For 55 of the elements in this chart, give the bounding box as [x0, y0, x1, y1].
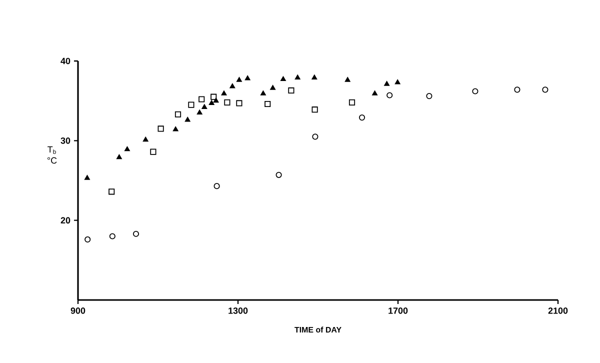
point: [542, 86, 548, 93]
point: [224, 99, 230, 106]
point: [358, 114, 366, 121]
y-tick-label: 40: [60, 58, 70, 64]
y-tick-label: 30: [60, 137, 70, 144]
point: [236, 77, 242, 82]
x-tick-label: 900: [70, 308, 86, 314]
point: [312, 74, 318, 80]
point: [124, 146, 130, 152]
point: [172, 126, 178, 132]
point: [158, 126, 164, 132]
point: [294, 74, 300, 80]
point: [260, 90, 266, 96]
point: [184, 116, 190, 122]
point: [394, 79, 400, 84]
point: [514, 86, 520, 93]
point: [236, 100, 242, 106]
point: [202, 104, 208, 109]
point: [386, 92, 393, 98]
y-tick-label: 20: [60, 217, 70, 224]
point: [348, 99, 356, 106]
point: [426, 93, 432, 100]
y-axis-title: T$_{b}$ °C: [48, 146, 57, 164]
point: [372, 90, 378, 96]
x-tick-label: 2100: [548, 308, 568, 314]
point: [270, 85, 276, 90]
point: [196, 110, 202, 115]
point: [312, 106, 318, 113]
point: [210, 94, 217, 100]
point: [142, 136, 148, 142]
point: [280, 76, 286, 82]
point: [116, 154, 122, 160]
point: [188, 102, 194, 108]
point: [288, 87, 294, 94]
point: [109, 233, 116, 240]
point: [84, 175, 90, 180]
point: [221, 90, 227, 96]
point: [208, 100, 214, 105]
point: [276, 172, 282, 178]
point: [230, 83, 236, 88]
point: [244, 75, 250, 80]
point: [344, 77, 350, 82]
point: [84, 236, 91, 242]
point: [198, 96, 205, 102]
point: [108, 188, 115, 195]
point: [384, 81, 390, 86]
point: [132, 230, 140, 237]
point: [312, 134, 318, 140]
x-tick-label: 1700: [388, 308, 408, 314]
point: [150, 148, 156, 155]
point: [174, 111, 182, 118]
point: [214, 183, 220, 190]
point: [472, 88, 478, 94]
point: [264, 100, 271, 108]
x-tick-label: 1300: [228, 308, 248, 314]
